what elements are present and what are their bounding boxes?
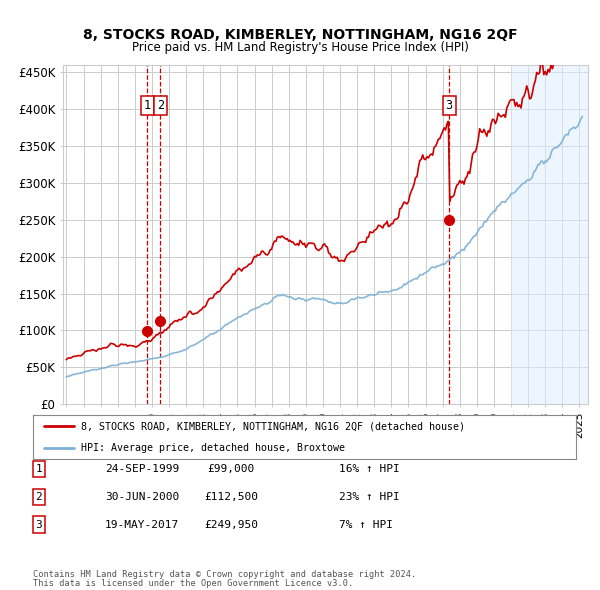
Text: 24-SEP-1999: 24-SEP-1999 <box>105 464 179 474</box>
Text: £112,500: £112,500 <box>204 492 258 502</box>
Text: 2: 2 <box>157 99 164 112</box>
Text: This data is licensed under the Open Government Licence v3.0.: This data is licensed under the Open Gov… <box>33 579 353 588</box>
Bar <box>511 65 588 404</box>
Text: Contains HM Land Registry data © Crown copyright and database right 2024.: Contains HM Land Registry data © Crown c… <box>33 570 416 579</box>
Text: 7% ↑ HPI: 7% ↑ HPI <box>339 520 393 529</box>
Text: 30-JUN-2000: 30-JUN-2000 <box>105 492 179 502</box>
Text: 3: 3 <box>446 99 453 112</box>
Text: 8, STOCKS ROAD, KIMBERLEY, NOTTINGHAM, NG16 2QF (detached house): 8, STOCKS ROAD, KIMBERLEY, NOTTINGHAM, N… <box>81 421 465 431</box>
Text: 1: 1 <box>35 464 43 474</box>
Text: 16% ↑ HPI: 16% ↑ HPI <box>339 464 400 474</box>
Text: 3: 3 <box>35 520 43 529</box>
Text: HPI: Average price, detached house, Broxtowe: HPI: Average price, detached house, Brox… <box>81 442 345 453</box>
Text: 2: 2 <box>35 492 43 502</box>
Text: Price paid vs. HM Land Registry's House Price Index (HPI): Price paid vs. HM Land Registry's House … <box>131 41 469 54</box>
Text: 23% ↑ HPI: 23% ↑ HPI <box>339 492 400 502</box>
Text: 8, STOCKS ROAD, KIMBERLEY, NOTTINGHAM, NG16 2QF: 8, STOCKS ROAD, KIMBERLEY, NOTTINGHAM, N… <box>83 28 517 42</box>
Text: £249,950: £249,950 <box>204 520 258 529</box>
Text: 1: 1 <box>144 99 151 112</box>
Text: 19-MAY-2017: 19-MAY-2017 <box>105 520 179 529</box>
Text: £99,000: £99,000 <box>208 464 254 474</box>
